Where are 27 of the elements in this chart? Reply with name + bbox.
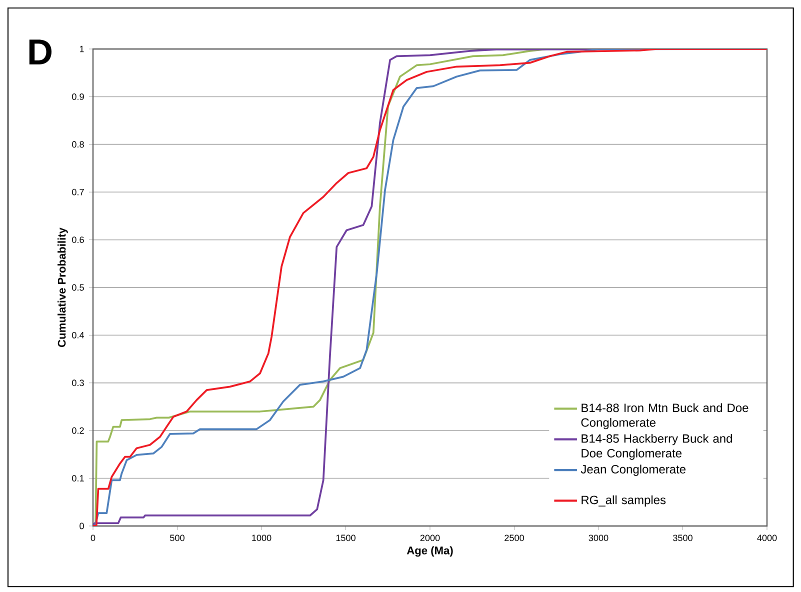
legend-label: B14-85 Hackberry Buck and Doe Conglomerate — [582, 434, 732, 460]
x-tick-label: 1000 — [252, 534, 272, 542]
y-tick-label: 0.5 — [72, 284, 84, 291]
y-tick-label: 0.4 — [72, 332, 84, 338]
x-tick-label: 1500 — [336, 534, 356, 542]
y-tick-label: 0.6 — [72, 236, 84, 243]
y-tick-label: 0.3 — [72, 380, 84, 386]
x-axis-title: Age (Ma) — [406, 546, 453, 557]
x-tick-label: 2000 — [420, 534, 440, 542]
x-tick-label: 4000 — [757, 534, 777, 542]
y-tick-label: 0.2 — [72, 427, 84, 434]
x-tick-label: 3500 — [673, 534, 692, 542]
y-tick-label: 0.8 — [72, 141, 84, 148]
legend-label: RG_all samples — [582, 495, 666, 507]
legend-label: B14-88 Iron Mtn Buck and Doe Conglomerate — [581, 403, 748, 430]
x-tick-label: 0 — [90, 534, 96, 542]
y-tick-label: 0.7 — [72, 188, 84, 196]
x-tick-label: 2500 — [504, 534, 524, 542]
y-axis-title: Cumulative Probability — [58, 228, 68, 347]
y-tick-label: 0 — [80, 522, 84, 530]
legend-label: Jean Conglomerate — [580, 464, 686, 476]
y-tick-label: 0.9 — [72, 93, 84, 100]
x-tick-label: 500 — [170, 534, 184, 542]
y-tick-label: 0.1 — [72, 475, 84, 482]
y-tick-label: 1 — [80, 46, 84, 52]
text: D — [29, 40, 52, 64]
x-tick-label: 3000 — [588, 534, 608, 542]
